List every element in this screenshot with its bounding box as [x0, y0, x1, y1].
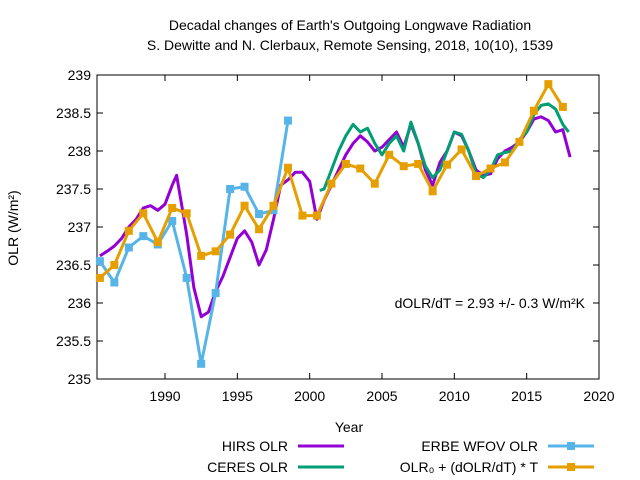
data-point [124, 226, 133, 235]
data-point [269, 206, 278, 215]
legend-entry: HIRS OLR [222, 438, 344, 454]
y-tick-label: 238.5 [56, 105, 91, 121]
data-point [283, 116, 292, 125]
series-line [319, 102, 570, 192]
data-point [226, 185, 235, 193]
y-tick-label: 237.5 [56, 181, 91, 197]
slope-annotation: dOLR/dT = 2.93 +/- 0.3 W/m²K [395, 295, 586, 311]
series-layer [95, 80, 572, 368]
data-point [255, 225, 264, 234]
data-point [182, 209, 191, 218]
data-point [110, 261, 119, 269]
data-point [197, 359, 206, 368]
y-tick-label: 235 [68, 371, 92, 387]
data-point [226, 230, 235, 239]
x-tick-label: 2020 [583, 388, 614, 404]
legend-entry: CERES OLR [207, 459, 344, 475]
data-point [414, 159, 423, 168]
series-4 [95, 80, 567, 282]
x-tick-label: 1995 [222, 388, 253, 404]
data-point [255, 210, 264, 219]
series-1 [99, 115, 572, 319]
x-tick-label: 2015 [511, 388, 542, 404]
data-point [124, 243, 133, 252]
data-point [283, 163, 292, 172]
data-point [139, 232, 148, 241]
data-point [168, 204, 177, 212]
data-point [341, 159, 350, 168]
y-tick-label: 236 [68, 295, 92, 311]
legend-label: HIRS OLR [222, 438, 288, 454]
legend: HIRS OLR CERES OLR ERBE WFOV OLR OLR₀ + (dO… [207, 438, 594, 475]
y-axis-label: OLR (W/m²) [5, 190, 21, 265]
x-tick-label: 2005 [366, 388, 397, 404]
legend-label: OLR₀ + (dOLR/dT) * T [400, 459, 539, 475]
legend-marker [567, 463, 575, 471]
data-point [500, 158, 509, 167]
y-tick-label: 235.5 [56, 333, 91, 349]
data-point [370, 179, 379, 188]
data-point [211, 247, 220, 256]
series-line [99, 115, 572, 319]
data-point [428, 187, 437, 196]
y-tick-label: 239 [68, 67, 92, 83]
y-tick-label: 237 [68, 219, 92, 235]
data-point [558, 102, 567, 111]
series-line [98, 120, 290, 366]
data-point [298, 211, 307, 220]
data-point [544, 80, 553, 89]
data-point [529, 106, 538, 115]
x-tick-label: 2000 [294, 388, 325, 404]
data-point [182, 273, 191, 282]
data-point [211, 289, 220, 298]
x-tick-label: 1990 [149, 388, 180, 404]
data-point [269, 201, 278, 210]
y-tick-label: 236.5 [56, 257, 91, 273]
data-point [443, 160, 452, 169]
data-point [327, 179, 336, 188]
chart-title: Decadal changes of Earth's Outgoing Long… [169, 17, 531, 33]
data-point [168, 216, 177, 225]
data-point [240, 201, 249, 210]
data-point [95, 273, 104, 282]
data-point [472, 172, 481, 181]
data-point [110, 278, 119, 287]
data-point [385, 150, 394, 159]
legend-label: CERES OLR [207, 459, 288, 475]
data-point [312, 211, 321, 220]
chart-subtitle: S. Dewitte and N. Clerbaux, Remote Sensi… [147, 37, 553, 53]
data-point [139, 209, 148, 218]
x-tick-label: 2010 [439, 388, 470, 404]
x-axis-label: Year [335, 419, 364, 435]
data-point [95, 257, 104, 266]
data-point [240, 182, 249, 191]
legend-label: ERBE WFOV OLR [421, 438, 538, 454]
data-point [153, 238, 162, 247]
data-point [356, 164, 365, 173]
y-tick-label: 238 [68, 143, 92, 159]
legend-entry: ERBE WFOV OLR [421, 438, 594, 454]
series-2 [319, 102, 570, 192]
data-point [515, 137, 524, 146]
data-point [486, 164, 495, 173]
data-point [197, 251, 206, 260]
legend-entry: OLR₀ + (dOLR/dT) * T [400, 459, 594, 475]
data-point [457, 145, 466, 154]
axis-ticks: 1990 1995 2000 2005 2010 2015 2020 235 235.5 236 2… [56, 67, 615, 404]
legend-marker [567, 442, 575, 450]
series-3 [95, 116, 292, 368]
data-point [399, 162, 408, 171]
